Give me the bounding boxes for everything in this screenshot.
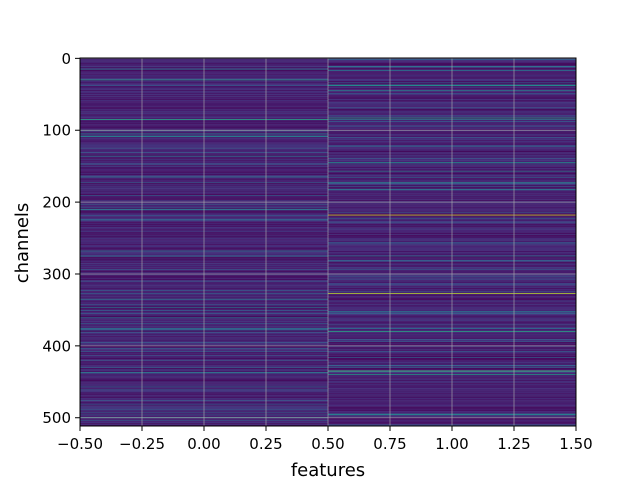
y-tick-label: 400 (42, 337, 71, 355)
y-tick-label: 500 (42, 409, 71, 427)
y-tick-label: 100 (42, 122, 71, 140)
x-axis-label: features (291, 460, 365, 480)
x-tick-label: 1.25 (497, 435, 530, 453)
x-tick-label: −0.50 (57, 435, 103, 453)
y-tick-label: 0 (61, 50, 71, 68)
y-axis-label: channels (12, 203, 33, 284)
x-tick-label: 0.00 (187, 435, 220, 453)
x-axis-ticks: −0.50 −0.25 0.00 0.25 0.50 0.75 1.00 1.25 1.50 (57, 426, 593, 453)
x-tick-label: −0.25 (119, 435, 165, 453)
y-tick-label: 300 (42, 265, 71, 283)
x-tick-label: 0.75 (373, 435, 406, 453)
x-tick-label: 0.50 (311, 435, 344, 453)
x-tick-label: 1.00 (435, 435, 468, 453)
y-tick-label: 200 (42, 194, 71, 212)
x-tick-label: 1.50 (559, 435, 592, 453)
y-axis-ticks: 0 100 200 300 400 500 (42, 50, 80, 427)
x-tick-label: 0.25 (249, 435, 282, 453)
